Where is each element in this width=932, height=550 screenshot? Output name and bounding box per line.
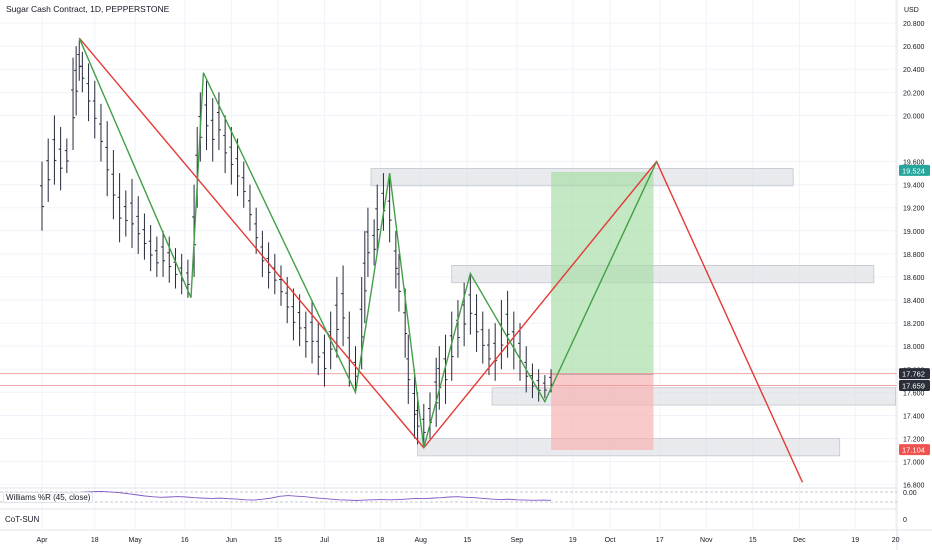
price-tick-label: 18.400 bbox=[903, 298, 925, 305]
price-tick-label: 20.800 bbox=[903, 21, 925, 28]
cot-sun-legend[interactable]: CoT-SUN bbox=[3, 515, 42, 524]
price-tick-label: 16.800 bbox=[903, 483, 925, 490]
support-resistance-zone bbox=[451, 265, 875, 284]
time-tick-label: 17 bbox=[656, 537, 664, 544]
loss-zone bbox=[551, 373, 654, 451]
price-tick-label: 19.400 bbox=[903, 183, 925, 190]
price-tick-label: 17.000 bbox=[903, 460, 925, 467]
time-tick-label: Aug bbox=[414, 537, 427, 544]
time-tick-label: May bbox=[129, 537, 143, 544]
price-tag bbox=[899, 444, 930, 456]
cot-tick-label: 0 bbox=[903, 517, 907, 524]
time-tick-label: 19 bbox=[851, 537, 859, 544]
price-tick-label: 20.600 bbox=[903, 44, 925, 51]
price-tick-label: 17.200 bbox=[903, 437, 925, 444]
time-tick-label: Nov bbox=[700, 537, 713, 544]
price-tick-label: 18.600 bbox=[903, 275, 925, 282]
time-tick-label: 18 bbox=[91, 537, 99, 544]
price-tag-label: 17.762 bbox=[902, 370, 925, 379]
time-tick-label: Jun bbox=[226, 537, 237, 544]
price-tag bbox=[899, 368, 930, 380]
price-tag bbox=[899, 380, 930, 392]
williams-tick-label: 0.00 bbox=[903, 490, 917, 497]
time-tick-label: Sep bbox=[511, 537, 524, 544]
time-tick-label: 18 bbox=[376, 537, 384, 544]
time-tick-label: 19 bbox=[569, 537, 577, 544]
williams-r-legend[interactable]: Williams %R (45, close) bbox=[3, 492, 94, 503]
williams-r-line bbox=[41, 490, 552, 501]
price-tick-label: 20.400 bbox=[903, 67, 925, 74]
time-tick-label: Apr bbox=[37, 537, 49, 544]
price-tick-label: 19.000 bbox=[903, 229, 925, 236]
price-tag bbox=[899, 164, 930, 176]
price-tick-label: 20.200 bbox=[903, 90, 925, 97]
price-tick-label: 17.600 bbox=[903, 390, 925, 397]
time-tick-label: Oct bbox=[605, 537, 616, 544]
time-tick-label: 20 bbox=[892, 537, 900, 544]
price-tick-label: 17.400 bbox=[903, 413, 925, 420]
zigzag-green-line bbox=[78, 37, 658, 448]
price-tag-label: 17.659 bbox=[902, 382, 925, 391]
time-tick-label: 16 bbox=[181, 537, 189, 544]
currency-label: USD bbox=[904, 7, 919, 14]
price-tag-label: 17.104 bbox=[902, 446, 925, 455]
time-tick-label: 15 bbox=[749, 537, 757, 544]
price-tick-label: 18.200 bbox=[903, 321, 925, 328]
price-tick-label: 18.000 bbox=[903, 344, 925, 351]
time-tick-label: Jul bbox=[320, 537, 329, 544]
candle-series bbox=[40, 40, 554, 448]
price-tick-label: 18.800 bbox=[903, 252, 925, 259]
time-tick-label: 15 bbox=[274, 537, 282, 544]
price-tag-label: 19.524 bbox=[902, 166, 925, 175]
time-tick-label: 15 bbox=[463, 537, 471, 544]
time-tick-label: Dec bbox=[793, 537, 806, 544]
chart-title: Sugar Cash Contract, 1D, PEPPERSTONE bbox=[6, 4, 170, 14]
price-tick-label: 19.200 bbox=[903, 206, 925, 213]
zigzag-red-line bbox=[78, 37, 804, 483]
price-tick-label: 20.000 bbox=[903, 113, 925, 120]
price-tick-label: 19.600 bbox=[903, 160, 925, 167]
